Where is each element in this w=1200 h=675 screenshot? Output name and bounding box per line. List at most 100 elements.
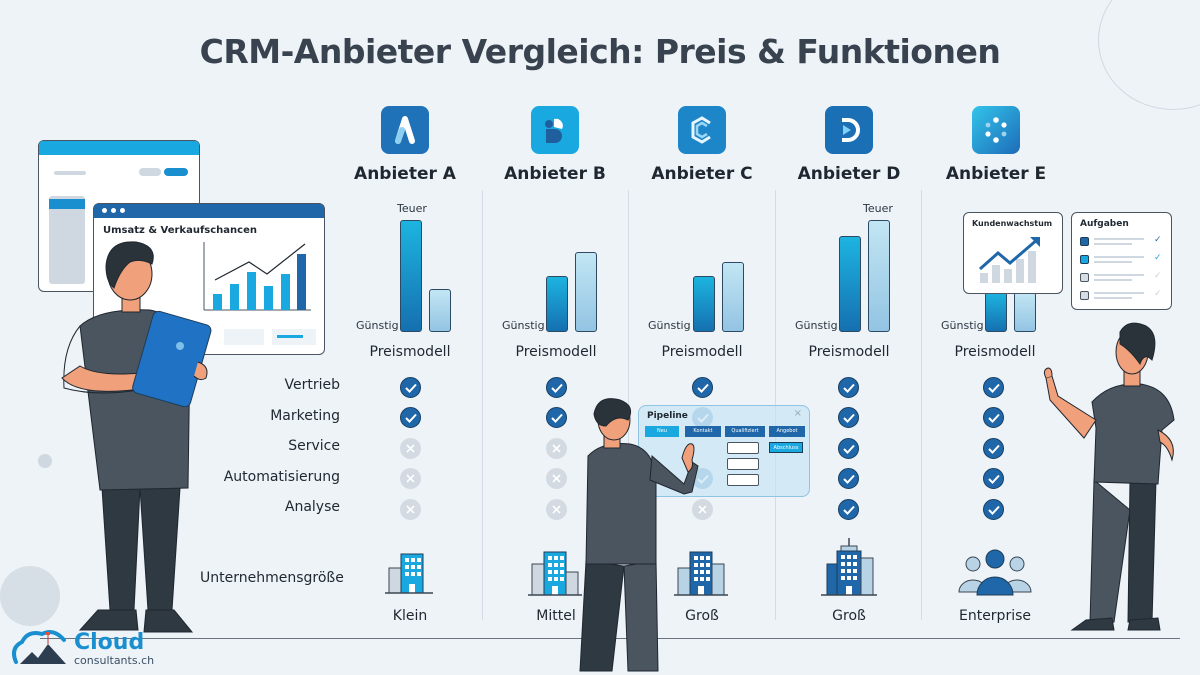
vendor-name: Anbieter D bbox=[797, 164, 901, 184]
close-icon: × bbox=[793, 408, 802, 419]
cross-icon bbox=[692, 499, 713, 520]
price-caption: Preismodell bbox=[954, 344, 1036, 360]
company-size-a: Klein bbox=[340, 548, 480, 624]
check-icon bbox=[983, 499, 1004, 520]
person-with-tablet-illustration bbox=[61, 241, 212, 633]
price-high-label: Teuer bbox=[863, 202, 893, 215]
tasks-title: Aufgaben bbox=[1080, 219, 1129, 229]
vendor-header-b: Anbieter B bbox=[485, 106, 625, 184]
check-icon bbox=[838, 377, 859, 398]
growth-title: Kundenwachstum bbox=[972, 219, 1053, 228]
price-bar-cheap bbox=[400, 220, 422, 332]
price-bar-cheap bbox=[546, 276, 568, 332]
cross-icon bbox=[400, 438, 421, 459]
price-low-label: Günstig bbox=[941, 319, 984, 332]
check-icon: ✓ bbox=[1154, 235, 1162, 245]
check-icon bbox=[838, 499, 859, 520]
check-icon bbox=[983, 468, 1004, 489]
letter-a-logo-icon bbox=[381, 106, 429, 154]
company-size-value: Mittel bbox=[536, 608, 576, 624]
price-low-label: Günstig bbox=[648, 319, 691, 332]
company-size-c: Groß bbox=[632, 548, 772, 624]
decorative-circle bbox=[0, 566, 60, 626]
feature-label-marketing: Marketing bbox=[270, 408, 340, 424]
check-icon bbox=[983, 438, 1004, 459]
person-pointing-pipeline-illustration bbox=[579, 398, 699, 672]
check-icon bbox=[838, 407, 859, 428]
medium-building-icon bbox=[528, 551, 582, 596]
check-icon bbox=[838, 468, 859, 489]
large-building-icon bbox=[674, 551, 728, 596]
pipeline-stage: Kontakt bbox=[685, 426, 721, 437]
vendor-header-a: Anbieter A bbox=[335, 106, 475, 184]
task-checkbox bbox=[1080, 255, 1089, 264]
check-icon bbox=[983, 377, 1004, 398]
price-caption: Preismodell bbox=[515, 344, 597, 360]
check-icon bbox=[983, 407, 1004, 428]
pipeline-stage: Abschluss bbox=[769, 442, 803, 453]
price-chart-d: Teuer Günstig Preismodell bbox=[779, 200, 919, 360]
letter-c-logo-icon bbox=[678, 106, 726, 154]
price-bar-expensive bbox=[429, 289, 451, 332]
person-pointing-right-illustration bbox=[1043, 322, 1175, 631]
pipeline-title: Pipeline bbox=[647, 411, 688, 421]
growth-card: Kundenwachstum bbox=[963, 212, 1063, 294]
skyscraper-icon bbox=[821, 538, 877, 596]
feature-label-analyse: Analyse bbox=[284, 499, 340, 515]
cross-icon bbox=[546, 468, 567, 489]
people-group-icon bbox=[958, 549, 1032, 596]
cross-icon bbox=[546, 499, 567, 520]
check-icon bbox=[400, 407, 421, 428]
check-icon: ✓ bbox=[1154, 271, 1162, 281]
cross-icon bbox=[400, 499, 421, 520]
price-chart-c: Günstig Preismodell bbox=[632, 200, 772, 360]
vendor-name: Anbieter A bbox=[354, 164, 456, 184]
price-bar-expensive bbox=[722, 262, 744, 332]
task-checkbox bbox=[1080, 237, 1089, 246]
cloud-mountain-icon bbox=[12, 630, 66, 664]
check-icon: ✓ bbox=[1154, 253, 1162, 263]
letter-b-logo-icon bbox=[531, 106, 579, 154]
brand-domain: consultants.ch bbox=[74, 654, 155, 667]
price-low-label: Günstig bbox=[502, 319, 545, 332]
small-building-icon bbox=[385, 553, 433, 594]
company-size-value: Enterprise bbox=[958, 608, 1032, 624]
price-caption: Preismodell bbox=[661, 344, 743, 360]
vendor-name: Anbieter B bbox=[504, 164, 606, 184]
task-checkbox bbox=[1080, 273, 1089, 282]
check-icon bbox=[838, 438, 859, 459]
brand-logo: Cloud consultants.ch bbox=[10, 628, 154, 668]
company-size-e: Enterprise bbox=[925, 548, 1065, 624]
price-low-label: Günstig bbox=[356, 319, 399, 332]
price-high-label: Teuer bbox=[397, 202, 427, 215]
brand-name: Cloud bbox=[74, 630, 145, 655]
price-chart-e: Günstig Preismodell bbox=[925, 200, 1065, 360]
vendor-name: Anbieter C bbox=[651, 164, 753, 184]
check-icon: ✓ bbox=[1154, 289, 1162, 299]
company-size-label: Unternehmensgröße bbox=[200, 570, 344, 586]
dashboard-title: Umsatz & Verkaufschancen bbox=[103, 225, 257, 236]
vendor-header-c: Anbieter C bbox=[632, 106, 772, 184]
company-size-value: Klein bbox=[392, 608, 428, 624]
network-dots-logo-icon bbox=[972, 106, 1020, 154]
tasks-card: Aufgaben ✓ ✓ ✓ ✓ bbox=[1071, 212, 1172, 310]
feature-label-vertrieb: Vertrieb bbox=[284, 377, 341, 393]
price-bar-cheap bbox=[693, 276, 715, 332]
column-divider bbox=[482, 190, 483, 620]
decorative-dot bbox=[38, 454, 52, 468]
column-divider bbox=[921, 190, 922, 620]
check-icon bbox=[400, 377, 421, 398]
vendor-name: Anbieter E bbox=[945, 164, 1047, 184]
feature-label-service: Service bbox=[288, 438, 340, 454]
price-caption: Preismodell bbox=[808, 344, 890, 360]
check-icon bbox=[546, 377, 567, 398]
price-bar-cheap bbox=[839, 236, 861, 332]
cross-icon bbox=[400, 468, 421, 489]
price-chart-a: Teuer Günstig Preismodell bbox=[340, 200, 480, 360]
price-bar-expensive bbox=[868, 220, 890, 332]
vendor-header-d: Anbieter D bbox=[779, 106, 919, 184]
feature-label-automatisierung: Automatisierung bbox=[223, 469, 340, 485]
company-size-b: Mittel bbox=[486, 548, 626, 624]
check-icon bbox=[692, 377, 713, 398]
